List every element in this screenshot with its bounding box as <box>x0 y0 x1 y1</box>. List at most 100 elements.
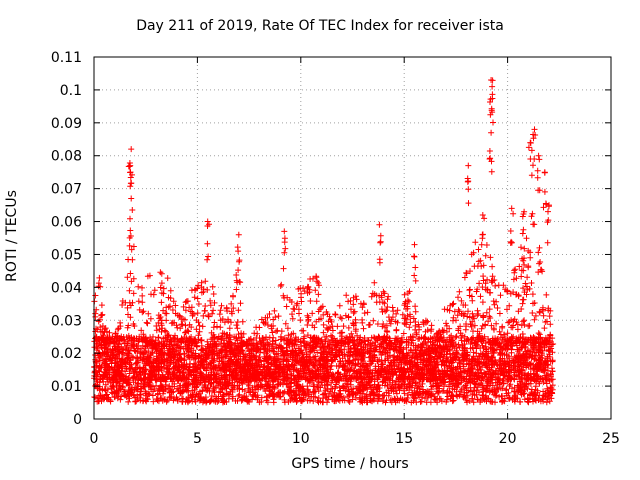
data-point <box>127 270 134 277</box>
data-point <box>476 280 483 287</box>
data-point <box>527 254 534 261</box>
data-point <box>233 322 240 329</box>
data-point <box>198 279 205 286</box>
data-point <box>340 323 347 330</box>
data-point <box>486 306 493 313</box>
data-point <box>496 310 503 317</box>
data-point <box>315 291 322 298</box>
data-point <box>359 304 366 311</box>
data-point <box>390 308 397 315</box>
data-point <box>155 334 162 341</box>
data-point <box>518 244 524 251</box>
data-point <box>361 310 368 317</box>
data-point <box>489 263 496 270</box>
data-point <box>167 287 174 294</box>
data-point <box>532 312 539 319</box>
data-point <box>210 307 217 314</box>
data-point <box>235 393 242 399</box>
data-point <box>480 273 487 280</box>
data-point <box>520 318 527 325</box>
data-point <box>336 302 343 309</box>
data-point <box>455 294 461 301</box>
data-point <box>307 298 314 304</box>
data-point <box>270 399 277 406</box>
data-point <box>130 290 137 297</box>
data-point <box>277 283 284 289</box>
data-point <box>124 274 131 281</box>
data-point <box>139 292 146 299</box>
data-point <box>217 307 224 314</box>
data-point <box>543 399 550 406</box>
data-point <box>297 317 304 324</box>
data-point <box>360 300 367 307</box>
data-point <box>218 302 225 309</box>
data-point <box>157 269 164 276</box>
data-point <box>495 282 502 289</box>
data-point <box>298 290 305 297</box>
data-point <box>96 274 103 281</box>
data-point <box>508 346 515 353</box>
grid <box>94 57 611 419</box>
data-point <box>406 324 413 331</box>
data-point <box>275 313 282 320</box>
data-point <box>117 396 124 403</box>
data-point <box>474 312 481 319</box>
data-point <box>312 287 319 294</box>
data-point <box>366 321 372 328</box>
data-point <box>357 300 364 307</box>
data-point <box>470 399 477 406</box>
data-point <box>360 325 367 332</box>
data-point <box>470 349 477 356</box>
data-point <box>126 287 133 294</box>
data-point <box>283 303 290 310</box>
data-point <box>217 324 224 331</box>
data-point <box>546 313 553 320</box>
data-point <box>138 391 144 398</box>
data-point <box>289 315 296 322</box>
data-point <box>494 305 501 311</box>
data-point <box>541 325 548 332</box>
data-point <box>194 310 201 317</box>
data-point <box>536 331 543 338</box>
data-point <box>543 291 550 298</box>
data-point <box>226 325 233 332</box>
data-point <box>412 303 419 310</box>
data-point <box>167 303 173 310</box>
data-point <box>526 322 533 329</box>
data-point <box>210 324 217 331</box>
data-point <box>209 283 216 290</box>
data-point <box>198 342 205 349</box>
data-point <box>135 298 142 305</box>
data-point <box>540 312 547 319</box>
data-point <box>359 316 366 323</box>
data-point <box>256 324 263 331</box>
data-point <box>143 319 150 326</box>
data-point <box>216 311 223 318</box>
data-point <box>234 325 241 332</box>
data-point <box>125 256 132 263</box>
data-point <box>364 309 371 316</box>
data-point <box>474 396 481 403</box>
data-points <box>91 77 557 406</box>
data-point <box>389 304 396 311</box>
data-point <box>191 294 198 301</box>
data-point <box>368 293 375 300</box>
data-point <box>305 318 312 324</box>
data-point <box>182 322 189 329</box>
data-point <box>475 246 482 253</box>
data-point <box>456 288 463 295</box>
data-point <box>394 307 401 314</box>
data-point <box>194 295 201 302</box>
data-point <box>150 398 157 405</box>
data-point <box>341 346 348 353</box>
data-point <box>209 310 216 317</box>
data-point <box>393 310 400 317</box>
data-point <box>520 267 527 274</box>
data-point <box>373 299 380 306</box>
data-point <box>384 296 391 303</box>
data-point <box>92 292 99 299</box>
data-point <box>278 281 285 288</box>
data-point <box>158 280 165 287</box>
data-point <box>467 388 474 395</box>
